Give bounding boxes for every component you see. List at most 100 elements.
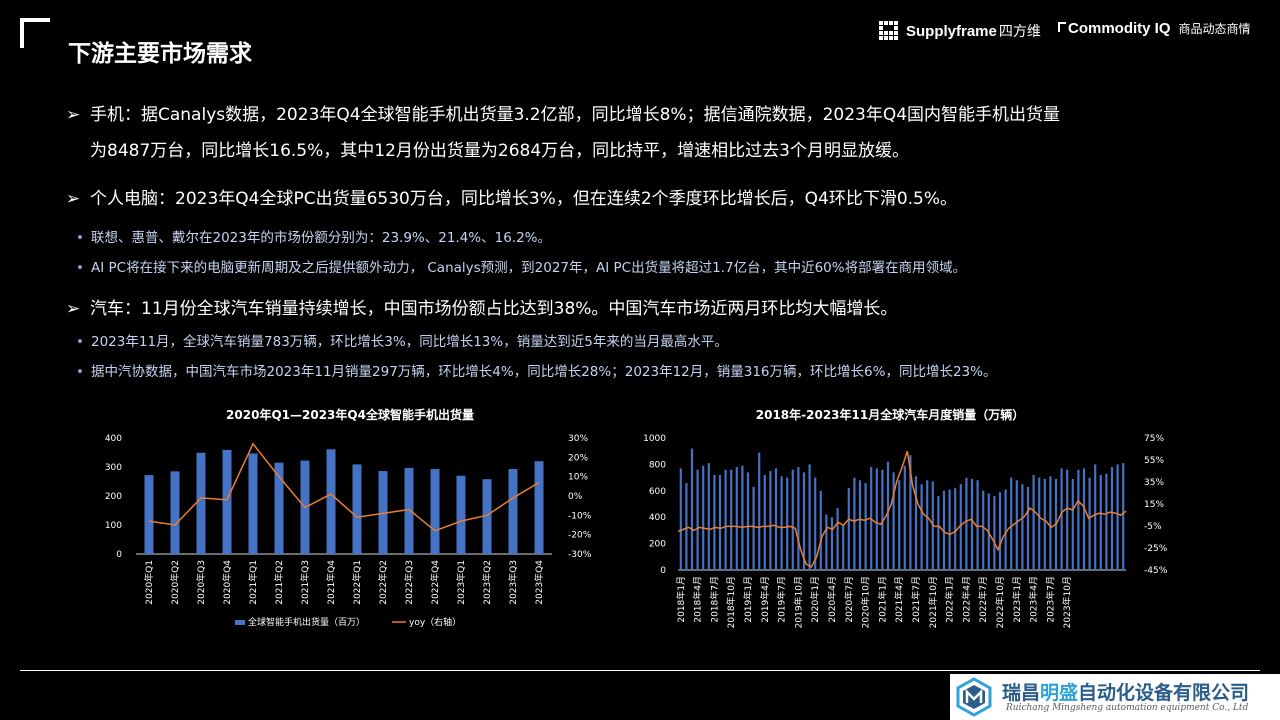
bar <box>702 465 705 570</box>
bar <box>741 465 744 570</box>
y-right-tick-label: 35% <box>1144 478 1164 488</box>
x-tick-label: 2019年1月 <box>742 576 754 623</box>
x-tick-label: 2021年Q4 <box>325 560 337 605</box>
bar <box>830 517 834 570</box>
bar <box>352 464 362 554</box>
bar <box>886 461 890 570</box>
x-tick-label: 2020年10月 <box>860 576 872 628</box>
legend-bar-swatch <box>235 620 245 625</box>
bar <box>1043 478 1046 570</box>
bar <box>836 507 839 570</box>
x-tick-label: 2020年7月 <box>843 576 855 623</box>
x-tick-label: 2021年4月 <box>893 576 905 623</box>
company-name-en: Ruichang Mingsheng automation equipment … <box>1006 703 1249 713</box>
bar <box>1066 469 1069 570</box>
auto-chart-title: 2018年-2023年11月全球汽车月度销量（万辆） <box>755 408 1025 422</box>
bar <box>1105 473 1108 570</box>
y-left-tick-label: 400 <box>105 434 122 444</box>
y-right-tick-label: -30% <box>568 550 592 560</box>
company-logo-icon <box>956 677 992 717</box>
bar <box>1015 480 1018 570</box>
y-right-tick-label: -5% <box>1144 522 1162 532</box>
bar <box>724 469 727 570</box>
bar <box>404 467 414 554</box>
x-tick-label: 2022年4月 <box>960 576 972 623</box>
y-left-tick-label: 800 <box>649 460 666 470</box>
supplyframe-logo-icon <box>879 21 898 40</box>
bullet-pc-text: 个人电脑：2023年Q4全球PC出货量6530万台，同比增长3%，但在连续2个季… <box>90 189 958 209</box>
bar <box>954 488 957 570</box>
x-tick-label: 2020年Q2 <box>169 560 181 605</box>
dot-icon: • <box>76 260 84 276</box>
bar <box>847 488 850 570</box>
y-right-tick-label: 10% <box>568 473 588 483</box>
bar <box>819 490 822 570</box>
bar <box>825 514 828 570</box>
bar <box>920 484 923 570</box>
footer-divider <box>20 670 1260 671</box>
x-tick-label: 2021年10月 <box>927 576 939 628</box>
company-name-part-a: 瑞昌 <box>1002 682 1041 704</box>
bar <box>196 452 206 554</box>
bar <box>746 472 750 570</box>
legend-bar-label: 全球智能手机出货量（百万） <box>248 616 365 628</box>
pc-sub-1-text: 联想、惠普、戴尔在2023年的市场份额分别为：23.9%、21.4%、16.2%… <box>91 230 552 246</box>
bar <box>456 475 466 554</box>
commodity-iq-brand: Commodity IQ 商品动态商情 <box>1058 20 1251 37</box>
yoy-line <box>148 442 540 532</box>
x-tick-label: 2018年4月 <box>692 576 704 623</box>
bar <box>786 477 789 570</box>
company-name-part-c: 自动化设备有限公司 <box>1078 682 1250 704</box>
bar <box>892 472 895 570</box>
x-tick-label: 2023年4月 <box>1028 576 1040 623</box>
arrow-icon: ➢ <box>66 105 81 125</box>
bar <box>1004 489 1007 570</box>
x-tick-label: 2020年1月 <box>809 576 821 623</box>
bar <box>970 478 974 570</box>
x-tick-label: 2021年7月 <box>910 576 922 623</box>
bar <box>326 449 336 554</box>
x-tick-label: 2022年10月 <box>994 576 1006 628</box>
x-tick-label: 2021年Q1 <box>247 560 259 605</box>
arrow-icon: ➢ <box>66 299 81 319</box>
bar <box>378 471 388 554</box>
x-tick-label: 2023年Q2 <box>481 560 493 605</box>
x-tick-label: 2022年Q4 <box>429 560 441 605</box>
y-right-tick-label: -25% <box>1144 544 1168 554</box>
supplyframe-name: Supplyframe <box>906 22 997 40</box>
bar <box>758 452 761 570</box>
x-tick-label: 2023年Q4 <box>533 560 545 605</box>
bar <box>937 496 940 570</box>
bar <box>534 461 544 554</box>
auto-sub-2-text: 据中汽协数据，中国汽车市场2023年11月销量297万辆，环比增长4%，同比增长… <box>91 364 997 380</box>
auto-sub-bullet-1: • 2023年11月，全球汽车销量783万辆，环比增长3%，同比增长13%，销量达… <box>76 330 728 350</box>
x-tick-label: 2022年Q1 <box>351 560 363 605</box>
dot-icon: • <box>76 230 84 246</box>
x-tick-label: 2020年Q1 <box>143 560 155 605</box>
company-logo-block: 瑞昌明盛自动化设备有限公司 Ruichang Mingsheng automat… <box>950 674 1280 720</box>
y-left-tick-label: 400 <box>649 513 666 523</box>
bar <box>842 525 845 570</box>
supplyframe-cn: 四方维 <box>998 24 1041 40</box>
bar <box>1082 468 1086 570</box>
company-name-part-b: 明盛 <box>1040 682 1079 704</box>
bullet-auto-text: 汽车：11月份全球汽车销量持续增长，中国市场份额占比达到38%。中国汽车市场近两… <box>90 299 898 319</box>
x-tick-label: 2019年4月 <box>759 576 771 623</box>
bar <box>875 468 878 570</box>
bar <box>508 469 518 554</box>
x-tick-label: 2021年Q2 <box>273 560 285 605</box>
bar <box>679 468 682 570</box>
yoy-line <box>677 450 1127 568</box>
bar <box>914 476 918 570</box>
page-title: 下游主要市场需求 <box>68 41 252 67</box>
bar <box>853 477 856 570</box>
bar <box>797 467 800 570</box>
bar <box>780 476 783 570</box>
bullet-phone-line2: 为8487万台，同比增长16.5%，其中12月份出货量为2684万台，同比持平，… <box>90 141 909 161</box>
x-tick-label: 2018年7月 <box>708 576 720 623</box>
dot-icon: • <box>76 364 84 380</box>
y-left-tick-label: 0 <box>116 550 122 560</box>
x-tick-label: 2018年10月 <box>725 576 737 628</box>
bar <box>1060 468 1063 570</box>
legend-line-label: yoy（右轴） <box>409 616 461 628</box>
